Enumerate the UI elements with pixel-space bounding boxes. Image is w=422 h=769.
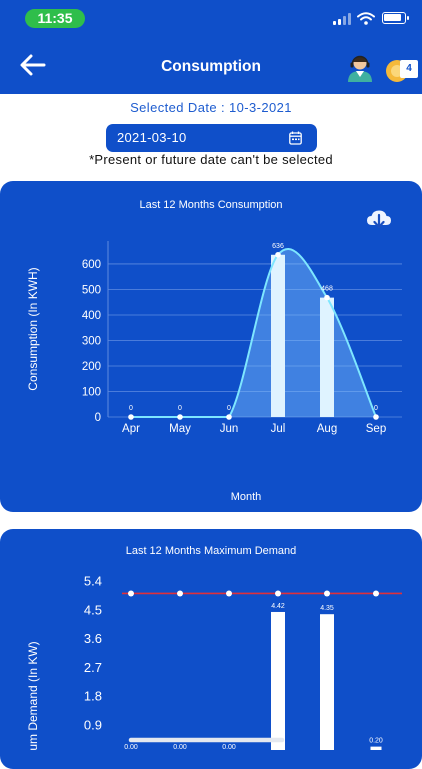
consumption-bar xyxy=(320,297,334,417)
max-demand-chart: 0.9 1.8 2.7 3.6 4.5 5.4 0.00 0.00 0.00 4.42 4.35 0.… xyxy=(26,574,402,750)
data-point xyxy=(128,414,134,420)
y-tick-label: 3.6 xyxy=(84,631,102,646)
data-point xyxy=(373,414,379,420)
date-field-value: 2021-03-10 xyxy=(117,130,187,145)
reference-point xyxy=(373,590,379,597)
y-tick-label: 5.4 xyxy=(84,574,102,589)
y-tick-label: 100 xyxy=(82,386,101,398)
data-point xyxy=(324,294,330,301)
data-point xyxy=(226,414,232,420)
y-tick-label: 400 xyxy=(82,310,101,322)
data-label: 0 xyxy=(129,405,133,412)
back-arrow-icon[interactable] xyxy=(18,52,48,78)
x-axis-title: Month xyxy=(231,491,262,503)
data-label: 468 xyxy=(321,286,333,293)
x-tick-label: Sep xyxy=(366,423,386,435)
y-axis-title: Consumption (In KWH) xyxy=(26,267,40,390)
data-label: 0 xyxy=(178,405,182,412)
y-tick-label: 4.5 xyxy=(84,602,102,617)
demand-bar xyxy=(271,611,285,750)
y-tick-label: 0 xyxy=(95,412,101,424)
y-tick-label: 0.9 xyxy=(84,717,102,732)
battery-icon xyxy=(382,12,409,24)
data-label: 0.00 xyxy=(124,744,138,750)
download-icon[interactable] xyxy=(366,208,392,232)
wifi-icon xyxy=(357,12,375,25)
consumption-chart-card xyxy=(0,181,422,512)
y-tick-label: 1.8 xyxy=(84,689,102,704)
app-bar: Consumption 4 xyxy=(0,36,422,94)
calendar-icon[interactable] xyxy=(289,131,302,145)
consumption-chart-title: Last 12 Months Consumption xyxy=(139,199,283,211)
x-tick-label: Jun xyxy=(220,423,239,435)
reference-point xyxy=(324,590,330,597)
reference-point xyxy=(128,590,134,597)
x-tick-label: Jul xyxy=(271,423,286,435)
data-label: 0.00 xyxy=(173,744,187,750)
status-bar: 11:35 xyxy=(0,0,422,36)
consumption-chart: 0 100 200 300 400 500 600 0 Apr 0 May 0 Jun 636 Jul 468… xyxy=(26,241,402,503)
max-demand-chart-title: Last 12 Months Maximum Demand xyxy=(125,545,297,557)
consumption-area xyxy=(131,248,376,417)
data-label: 0 xyxy=(227,405,231,412)
reference-point xyxy=(226,590,232,597)
data-point xyxy=(177,414,183,420)
data-label: 636 xyxy=(272,243,284,250)
data-point xyxy=(275,251,281,258)
x-tick-label: Aug xyxy=(317,423,337,435)
cellular-signal-icon xyxy=(333,13,353,25)
page-title: Consumption xyxy=(161,58,261,75)
date-restriction-note: *Present or future date can't be selecte… xyxy=(89,152,333,167)
status-time: 11:35 xyxy=(25,9,85,28)
data-label: 0.00 xyxy=(222,744,236,750)
data-label: 4.35 xyxy=(320,605,334,612)
data-label: 4.42 xyxy=(271,603,285,610)
consumption-bar xyxy=(271,254,285,417)
selected-date-label: Selected Date : 10-3-2021 xyxy=(130,100,292,115)
y-tick-label: 2.7 xyxy=(84,660,102,675)
demand-bar xyxy=(320,614,334,750)
date-picker-field[interactable]: 2021-03-10 xyxy=(106,124,317,152)
y-tick-label: 500 xyxy=(82,284,101,296)
y-tick-label: 600 xyxy=(82,259,101,271)
reference-point xyxy=(275,590,281,597)
y-tick-label: 300 xyxy=(82,335,101,347)
data-label: 0 xyxy=(374,405,378,412)
reference-point xyxy=(177,590,183,597)
y-tick-label: 200 xyxy=(82,361,101,373)
y-axis-title: mum Demand (In KW) xyxy=(26,641,40,750)
x-tick-label: May xyxy=(169,423,191,435)
x-tick-label: Apr xyxy=(122,423,140,435)
data-label: 0.20 xyxy=(369,738,383,745)
demand-bar xyxy=(370,746,382,750)
support-agent-icon[interactable] xyxy=(344,53,376,83)
notification-count-badge: 4 xyxy=(400,60,418,78)
max-demand-chart-card xyxy=(0,529,422,769)
